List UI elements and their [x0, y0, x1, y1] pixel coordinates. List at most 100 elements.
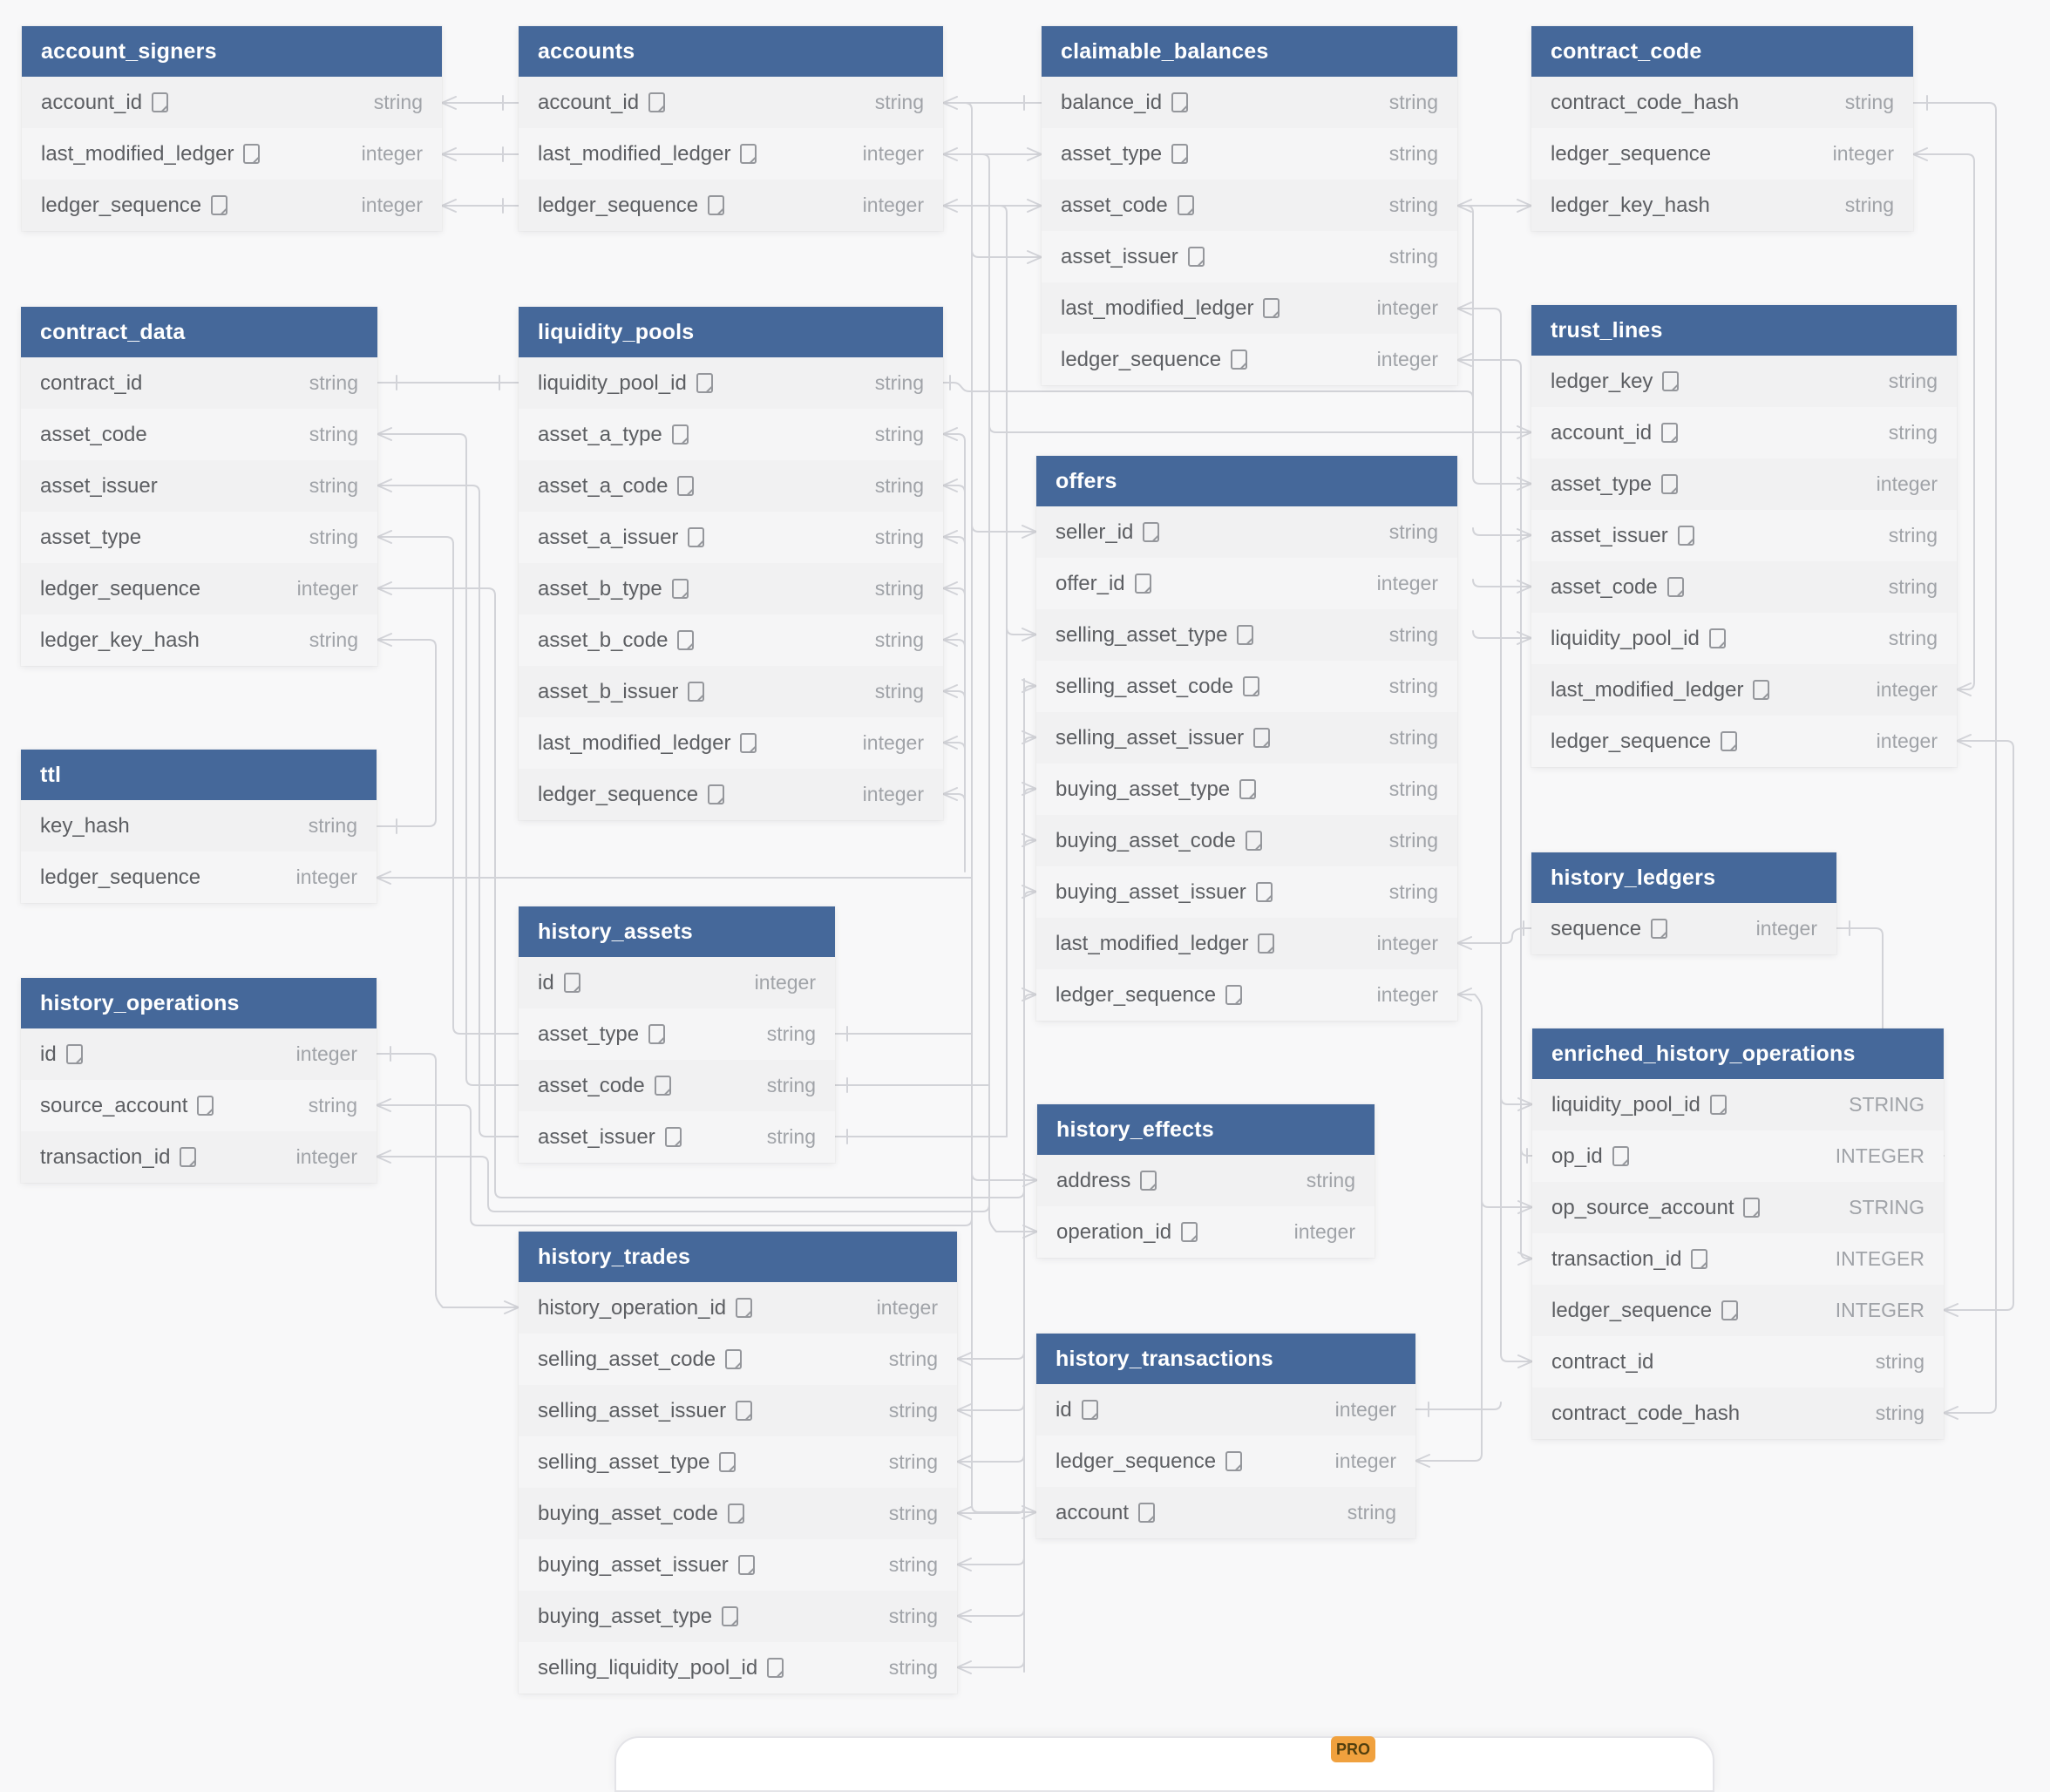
column-row-address[interactable]: address string	[1037, 1155, 1375, 1206]
table-claimable_balances[interactable]: claimable_balances balance_id string asset_…	[1042, 26, 1457, 385]
column-row-offer_id[interactable]: offer_id integer	[1036, 558, 1457, 609]
column-row-asset_a_type[interactable]: asset_a_type string	[519, 409, 943, 460]
column-row-buying_asset_code[interactable]: buying_asset_code string	[519, 1488, 957, 1539]
column-row-asset_a_issuer[interactable]: asset_a_issuer string	[519, 512, 943, 563]
column-row-asset_type[interactable]: asset_type string	[519, 1008, 835, 1060]
column-row-liquidity_pool_id[interactable]: liquidity_pool_id string	[519, 357, 943, 409]
column-row-account_id[interactable]: account_id string	[519, 77, 943, 128]
column-row-selling_asset_type[interactable]: selling_asset_type string	[1036, 609, 1457, 661]
column-row-history_operation_id[interactable]: history_operation_id integer	[519, 1282, 957, 1334]
column-row-asset_issuer[interactable]: asset_issuer string	[1531, 510, 1957, 561]
table-account_signers[interactable]: account_signers account_id string last_modi…	[22, 26, 442, 231]
table-title[interactable]: trust_lines	[1531, 305, 1957, 356]
column-row-liquidity_pool_id[interactable]: liquidity_pool_id STRING	[1532, 1079, 1944, 1130]
column-row-ledger_sequence[interactable]: ledger_sequence integer	[519, 769, 943, 820]
column-row-selling_asset_issuer[interactable]: selling_asset_issuer string	[1036, 712, 1457, 764]
column-row-asset_type[interactable]: asset_type integer	[1531, 458, 1957, 510]
column-row-ledger_sequence[interactable]: ledger_sequence integer	[519, 180, 943, 231]
column-row-asset_issuer[interactable]: asset_issuer string	[1042, 231, 1457, 282]
pro-badge[interactable]: PRO	[1331, 1736, 1375, 1762]
table-title[interactable]: history_transactions	[1036, 1334, 1415, 1384]
table-accounts[interactable]: accounts account_id string last_modified_le…	[519, 26, 943, 231]
column-row-ledger_sequence[interactable]: ledger_sequence integer	[21, 563, 377, 614]
column-row-ledger_sequence[interactable]: ledger_sequence INTEGER	[1532, 1285, 1944, 1336]
column-row-ledger_sequence[interactable]: ledger_sequence integer	[1036, 1436, 1415, 1487]
table-title[interactable]: enriched_history_operations	[1532, 1028, 1944, 1079]
column-row-buying_asset_type[interactable]: buying_asset_type string	[1036, 764, 1457, 815]
column-row-account[interactable]: account string	[1036, 1487, 1415, 1538]
column-row-asset_b_code[interactable]: asset_b_code string	[519, 614, 943, 666]
column-row-asset_type[interactable]: asset_type string	[21, 512, 377, 563]
table-ttl[interactable]: ttl key_hash string ledger_sequence integer	[21, 750, 377, 903]
column-row-contract_id[interactable]: contract_id string	[21, 357, 377, 409]
table-title[interactable]: history_operations	[21, 978, 377, 1028]
column-row-last_modified_ledger[interactable]: last_modified_ledger integer	[1531, 664, 1957, 716]
table-contract_code[interactable]: contract_code contract_code_hash string led…	[1531, 26, 1913, 231]
column-row-last_modified_ledger[interactable]: last_modified_ledger integer	[1042, 282, 1457, 334]
column-row-asset_issuer[interactable]: asset_issuer string	[21, 460, 377, 512]
column-row-id[interactable]: id integer	[519, 957, 835, 1008]
column-row-asset_code[interactable]: asset_code string	[21, 409, 377, 460]
column-row-ledger_key_hash[interactable]: ledger_key_hash string	[21, 614, 377, 666]
column-row-contract_code_hash[interactable]: contract_code_hash string	[1532, 1388, 1944, 1439]
column-row-ledger_sequence[interactable]: ledger_sequence integer	[1531, 716, 1957, 767]
column-row-operation_id[interactable]: operation_id integer	[1037, 1206, 1375, 1258]
column-row-asset_code[interactable]: asset_code string	[519, 1060, 835, 1111]
column-row-buying_asset_type[interactable]: buying_asset_type string	[519, 1591, 957, 1642]
column-row-last_modified_ledger[interactable]: last_modified_ledger integer	[519, 128, 943, 180]
table-title[interactable]: liquidity_pools	[519, 307, 943, 357]
column-row-asset_b_issuer[interactable]: asset_b_issuer string	[519, 666, 943, 717]
table-contract_data[interactable]: contract_data contract_id string asset_code…	[21, 307, 377, 666]
column-row-asset_issuer[interactable]: asset_issuer string	[519, 1111, 835, 1163]
column-row-selling_liquidity_pool_id[interactable]: selling_liquidity_pool_id string	[519, 1642, 957, 1694]
table-title[interactable]: contract_data	[21, 307, 377, 357]
table-title[interactable]: history_ledgers	[1531, 852, 1836, 903]
column-row-ledger_sequence[interactable]: ledger_sequence integer	[1531, 128, 1913, 180]
column-row-key_hash[interactable]: key_hash string	[21, 800, 377, 852]
column-row-ledger_key[interactable]: ledger_key string	[1531, 356, 1957, 407]
column-row-last_modified_ledger[interactable]: last_modified_ledger integer	[22, 128, 442, 180]
column-row-asset_a_code[interactable]: asset_a_code string	[519, 460, 943, 512]
column-row-ledger_sequence[interactable]: ledger_sequence integer	[22, 180, 442, 231]
table-history_assets[interactable]: history_assets id integer asset_type string a…	[519, 906, 835, 1163]
table-title[interactable]: account_signers	[22, 26, 442, 77]
column-row-op_id[interactable]: op_id INTEGER	[1532, 1130, 1944, 1182]
column-row-account_id[interactable]: account_id string	[22, 77, 442, 128]
table-history_ledgers[interactable]: history_ledgers sequence integer	[1531, 852, 1836, 954]
column-row-id[interactable]: id integer	[1036, 1384, 1415, 1436]
column-row-buying_asset_code[interactable]: buying_asset_code string	[1036, 815, 1457, 866]
column-row-op_source_account[interactable]: op_source_account STRING	[1532, 1182, 1944, 1233]
table-title[interactable]: history_trades	[519, 1232, 957, 1282]
table-history_effects[interactable]: history_effects address string operation_id…	[1037, 1104, 1375, 1258]
column-row-asset_code[interactable]: asset_code string	[1531, 561, 1957, 613]
column-row-seller_id[interactable]: seller_id string	[1036, 506, 1457, 558]
column-row-transaction_id[interactable]: transaction_id INTEGER	[1532, 1233, 1944, 1285]
column-row-balance_id[interactable]: balance_id string	[1042, 77, 1457, 128]
column-row-contract_code_hash[interactable]: contract_code_hash string	[1531, 77, 1913, 128]
column-row-buying_asset_issuer[interactable]: buying_asset_issuer string	[519, 1539, 957, 1591]
table-trust_lines[interactable]: trust_lines ledger_key string account_id str…	[1531, 305, 1957, 767]
column-row-selling_asset_code[interactable]: selling_asset_code string	[1036, 661, 1457, 712]
column-row-asset_code[interactable]: asset_code string	[1042, 180, 1457, 231]
table-title[interactable]: ttl	[21, 750, 377, 800]
column-row-selling_asset_issuer[interactable]: selling_asset_issuer string	[519, 1385, 957, 1436]
column-row-selling_asset_type[interactable]: selling_asset_type string	[519, 1436, 957, 1488]
table-liquidity_pools[interactable]: liquidity_pools liquidity_pool_id string as…	[519, 307, 943, 820]
column-row-ledger_sequence[interactable]: ledger_sequence integer	[1042, 334, 1457, 385]
table-title[interactable]: claimable_balances	[1042, 26, 1457, 77]
column-row-liquidity_pool_id[interactable]: liquidity_pool_id string	[1531, 613, 1957, 664]
column-row-ledger_key_hash[interactable]: ledger_key_hash string	[1531, 180, 1913, 231]
column-row-buying_asset_issuer[interactable]: buying_asset_issuer string	[1036, 866, 1457, 918]
column-row-last_modified_ledger[interactable]: last_modified_ledger integer	[1036, 918, 1457, 969]
table-title[interactable]: contract_code	[1531, 26, 1913, 77]
column-row-asset_b_type[interactable]: asset_b_type string	[519, 563, 943, 614]
column-row-source_account[interactable]: source_account string	[21, 1080, 377, 1131]
column-row-asset_type[interactable]: asset_type string	[1042, 128, 1457, 180]
column-row-id[interactable]: id integer	[21, 1028, 377, 1080]
column-row-ledger_sequence[interactable]: ledger_sequence integer	[1036, 969, 1457, 1021]
column-row-transaction_id[interactable]: transaction_id integer	[21, 1131, 377, 1183]
column-row-sequence[interactable]: sequence integer	[1531, 903, 1836, 954]
table-enriched_history_operations[interactable]: enriched_history_operations liquidity_poo…	[1532, 1028, 1944, 1439]
table-title[interactable]: accounts	[519, 26, 943, 77]
